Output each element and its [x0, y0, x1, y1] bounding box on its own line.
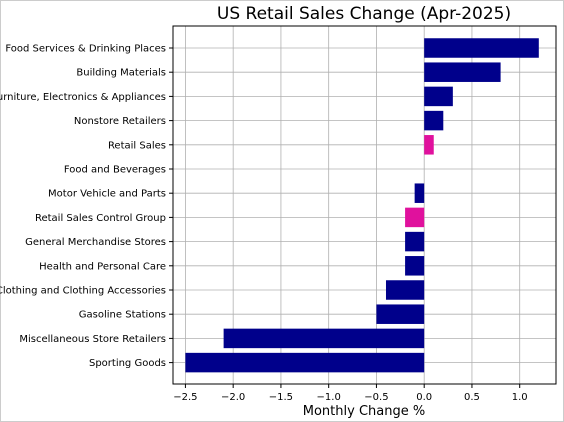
- y-tick-layer: Food Services & Drinking Places Building …: [0, 44, 173, 369]
- x-tick-label: 0.0: [416, 392, 432, 403]
- bar: [424, 110, 444, 131]
- x-axis-label: Monthly Change %: [303, 404, 425, 419]
- x-tick-label: −0.5: [364, 392, 388, 403]
- bar: [405, 207, 425, 228]
- y-tick-label: Nonstore Retailers: [74, 116, 166, 127]
- y-tick-label: General Merchandise Stores: [25, 237, 166, 248]
- bar: [424, 135, 434, 155]
- y-tick-label: Motor Vehicle and Parts: [48, 189, 166, 200]
- y-tick-label: Food and Beverages: [64, 165, 166, 176]
- x-tick-label: −2.5: [173, 392, 197, 403]
- bar: [424, 38, 539, 58]
- x-tick-label: −1.5: [269, 392, 293, 403]
- bar-layer: [185, 38, 539, 373]
- y-tick-label: Building Materials: [76, 68, 166, 79]
- bar: [376, 304, 425, 324]
- x-tick-label: 1.0: [512, 392, 528, 403]
- y-tick-label: Sporting Goods: [89, 358, 166, 369]
- x-tick-layer: −2.5 −2.0 −1.5 −1.0 −0.5 0.0 0.5 1.0: [173, 384, 528, 403]
- y-tick-label: Furniture, Electronics & Appliances: [0, 92, 166, 103]
- bar: [424, 62, 501, 82]
- x-tick-label: 0.5: [464, 392, 480, 403]
- bar: [405, 256, 425, 276]
- bar: [223, 328, 425, 349]
- plot-area-border: [172, 25, 557, 385]
- y-tick-label: Health and Personal Care: [39, 261, 166, 272]
- y-tick-label: Retail Sales: [108, 140, 166, 151]
- bar: [414, 183, 425, 203]
- y-tick-label: Gasoline Stations: [79, 310, 166, 321]
- bar: [185, 352, 425, 373]
- bar: [385, 280, 425, 300]
- x-tick-label: −1.0: [317, 392, 341, 403]
- y-tick-label: Food Services & Drinking Places: [5, 44, 166, 55]
- x-tick-label: −2.0: [221, 392, 245, 403]
- y-tick-label: Retail Sales Control Group: [35, 213, 166, 224]
- chart-title: US Retail Sales Change (Apr-2025): [217, 4, 511, 24]
- bar: [405, 231, 425, 252]
- y-tick-label: Miscellaneous Store Retailers: [19, 334, 166, 345]
- bar: [424, 86, 453, 107]
- y-tick-label: Clothing and Clothing Accessories: [0, 286, 166, 297]
